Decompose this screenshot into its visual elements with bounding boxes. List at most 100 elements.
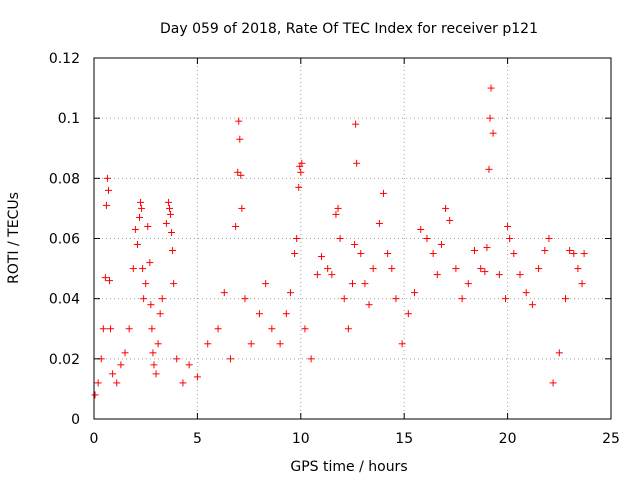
data-point [193, 373, 201, 381]
data-point [301, 325, 309, 333]
data-point [452, 265, 460, 273]
data-point [340, 295, 348, 303]
data-point [417, 225, 425, 233]
data-point [154, 340, 162, 348]
data-point [236, 135, 244, 143]
data-point [185, 361, 193, 369]
data-point [139, 265, 147, 273]
data-point [147, 301, 155, 309]
data-point [541, 247, 549, 255]
data-point [94, 379, 102, 387]
data-point [332, 210, 340, 218]
data-point [247, 340, 255, 348]
y-tick-label: 0.06 [49, 232, 80, 248]
data-point [102, 201, 110, 209]
data-point [295, 183, 303, 191]
data-point [167, 210, 175, 218]
data-point [214, 325, 222, 333]
data-points [91, 84, 588, 399]
data-point [255, 310, 263, 318]
data-point [156, 310, 164, 318]
data-point [411, 289, 419, 297]
x-tick-label: 0 [90, 431, 99, 447]
data-point [150, 361, 158, 369]
data-point [282, 310, 290, 318]
data-point [262, 280, 270, 288]
y-axis-label: ROTI / TECUs [6, 192, 22, 284]
data-point [357, 250, 365, 258]
data-point [137, 198, 145, 206]
data-point [168, 228, 176, 236]
data-point [165, 204, 173, 212]
data-point [562, 295, 570, 303]
data-point [135, 213, 143, 221]
data-point [574, 265, 582, 273]
data-point [179, 379, 187, 387]
data-point [502, 295, 510, 303]
data-point [437, 241, 445, 249]
data-point [113, 379, 121, 387]
y-tick-label: 0.12 [49, 51, 80, 67]
data-point [334, 204, 342, 212]
data-point [104, 186, 112, 194]
data-point [235, 117, 243, 125]
data-point [313, 271, 321, 279]
data-point [351, 241, 359, 249]
data-point [121, 349, 129, 357]
data-point [148, 325, 156, 333]
data-point [286, 289, 294, 297]
x-tick-labels: 0 5 10 15 20 25 [90, 431, 620, 447]
x-tick-label: 15 [395, 431, 413, 447]
y-tick-label: 0 [71, 412, 80, 428]
data-point [140, 295, 148, 303]
data-point [506, 235, 514, 242]
data-point [106, 277, 114, 285]
data-point [237, 171, 245, 179]
data-point [293, 235, 301, 242]
data-point [298, 159, 306, 167]
data-point [528, 301, 536, 309]
data-point [442, 204, 450, 212]
data-point [276, 340, 284, 348]
data-point [477, 265, 485, 273]
data-point [307, 355, 315, 363]
data-point [458, 295, 466, 303]
data-point [487, 84, 495, 92]
data-point [133, 241, 141, 249]
data-point [204, 340, 212, 348]
data-point [232, 222, 240, 230]
x-tick-label: 5 [193, 431, 202, 447]
data-point [142, 280, 150, 288]
data-point [352, 120, 360, 128]
data-point [495, 271, 503, 279]
data-point [344, 325, 352, 333]
axis-ticks [93, 57, 612, 420]
data-point [388, 265, 396, 273]
data-point [99, 325, 107, 333]
y-tick-label: 0.08 [49, 171, 80, 187]
data-point [555, 349, 563, 357]
data-point [349, 280, 356, 288]
data-point [549, 379, 557, 387]
data-point [328, 271, 336, 279]
data-point [173, 355, 181, 363]
chart-title: Day 059 of 2018, Rate Of TEC Index for r… [160, 21, 538, 37]
data-point [164, 198, 172, 206]
data-point [580, 250, 588, 258]
data-point [125, 325, 133, 333]
data-point [144, 222, 152, 230]
data-point [324, 265, 332, 273]
data-point [566, 247, 574, 255]
data-point [369, 265, 377, 273]
data-point [429, 250, 437, 258]
data-point [423, 235, 431, 242]
data-point [510, 250, 518, 258]
data-point [365, 301, 373, 309]
data-point [107, 325, 115, 333]
data-point [220, 289, 228, 297]
data-point [241, 295, 249, 303]
plot-frame [93, 57, 612, 420]
data-point [297, 168, 305, 176]
data-point [103, 174, 111, 182]
y-tick-label: 0.04 [49, 292, 80, 308]
